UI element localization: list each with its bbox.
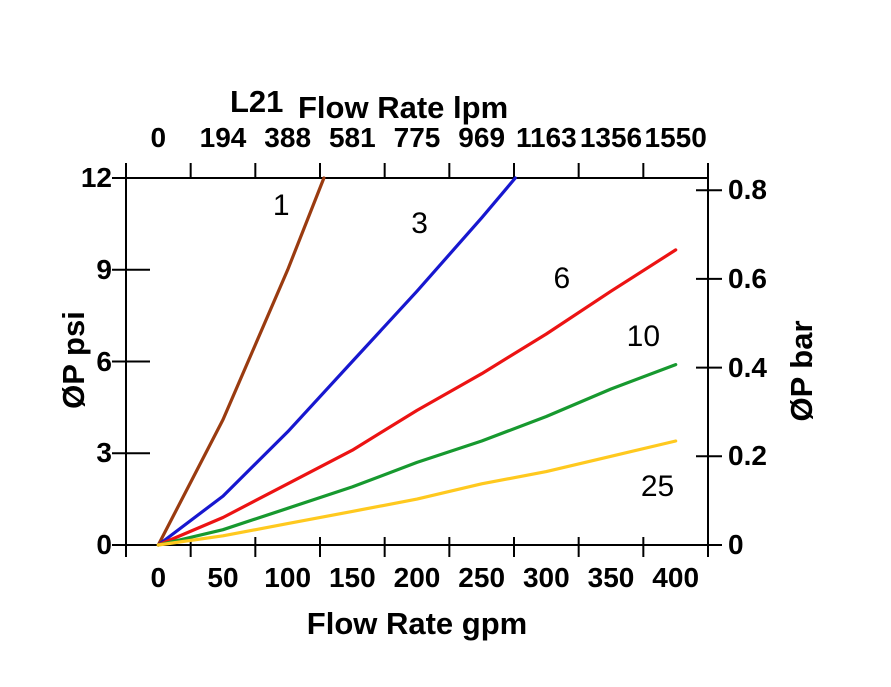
top-axis-tick-label: 194 xyxy=(199,122,247,153)
curve-label-1: 1 xyxy=(272,188,290,222)
right-axis-tick-label: 0.2 xyxy=(728,440,767,472)
curve-10 xyxy=(156,363,678,547)
bottom-axis-tick-label: 0 xyxy=(150,562,167,593)
right-axis-tick-label: 0.4 xyxy=(728,351,767,383)
bottom-axis-tick-label: 50 xyxy=(207,562,239,593)
curve-label-6: 6 xyxy=(553,261,571,295)
top-axis-tick-label: 1163 xyxy=(515,122,577,153)
left-axis-tick-label: 0 xyxy=(96,529,112,560)
left-axis-tick-label: 9 xyxy=(96,253,112,285)
right-axis-tick-label: 0.6 xyxy=(728,262,767,294)
bottom-axis-tick-label: 150 xyxy=(328,562,376,593)
bottom-axis-tick-label: 300 xyxy=(522,562,570,593)
bottom-axis-tick-label: 350 xyxy=(587,562,635,593)
top-axis-tick-label: 388 xyxy=(264,122,312,153)
chart-title-row: L21 xyxy=(230,84,283,120)
top-axis-tick-label: 775 xyxy=(393,122,441,153)
top-axis-tick-label: 1550 xyxy=(644,122,707,153)
top-axis-tick-label: 1356 xyxy=(579,122,643,153)
top-axis-tick-label: 0 xyxy=(150,122,167,153)
bottom-axis-tick-label: 200 xyxy=(393,562,441,593)
curve-label-3: 3 xyxy=(411,206,428,240)
bottom-axis-title: Flow Rate gpm xyxy=(306,606,528,641)
top-axis-title: Flow Rate lpm xyxy=(298,90,509,125)
curve-label-25: 25 xyxy=(640,469,675,503)
curve-3 xyxy=(156,176,517,547)
curve-6 xyxy=(156,248,678,547)
left-axis-tick-label: 3 xyxy=(96,437,112,469)
curve-1 xyxy=(156,176,326,547)
right-axis-tick-label: 0.8 xyxy=(728,174,767,206)
model-label: L21 xyxy=(230,84,284,119)
left-axis-tick-label: 6 xyxy=(96,345,112,377)
curve-label-10: 10 xyxy=(626,320,661,354)
curve-25 xyxy=(156,439,678,547)
top-axis-tick-label: 969 xyxy=(458,122,506,153)
bottom-axis-tick-label: 100 xyxy=(264,562,312,593)
right-axis-tick-label: 0 xyxy=(728,529,744,560)
top-axis-tick-label: 581 xyxy=(328,122,376,153)
bottom-axis-tick-label: 400 xyxy=(652,562,700,593)
left-axis-tick-label: 12 xyxy=(80,162,112,193)
bottom-axis-tick-label: 250 xyxy=(458,562,506,593)
